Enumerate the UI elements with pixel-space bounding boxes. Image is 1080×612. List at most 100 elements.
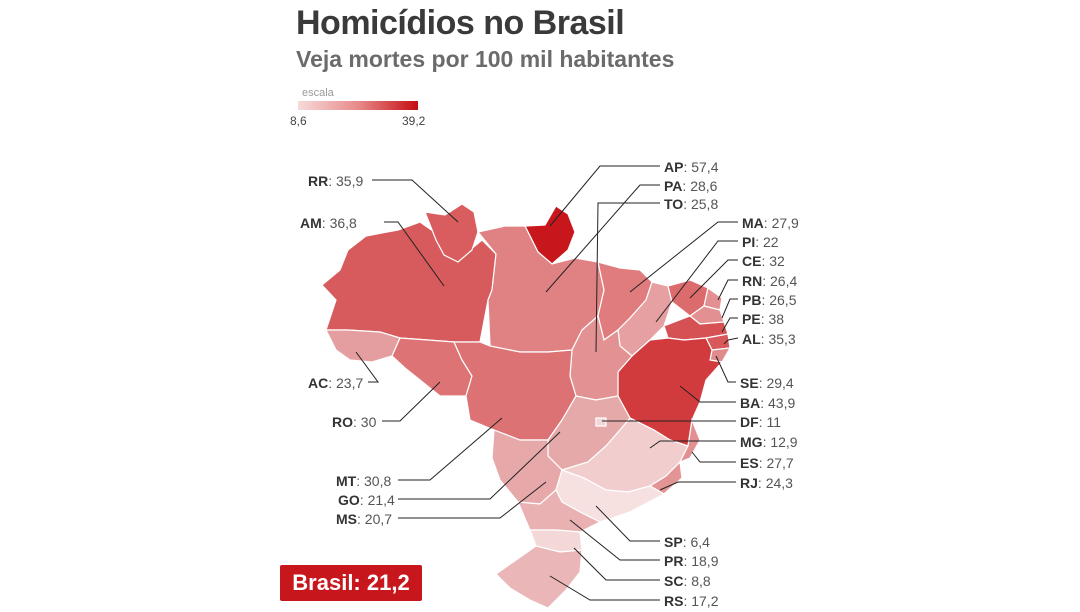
label-RJ-value: 24,3 bbox=[766, 475, 793, 491]
label-RS-code: RS bbox=[664, 593, 683, 609]
label-RS-value: 17,2 bbox=[691, 593, 718, 609]
label-AC-value: 23,7 bbox=[336, 375, 363, 391]
leader-SC bbox=[573, 547, 660, 581]
scale-min-value: 8,6 bbox=[290, 114, 307, 128]
leader-lines bbox=[355, 165, 739, 601]
label-CE-value: 32 bbox=[769, 253, 785, 269]
scale-max-value: 39,2 bbox=[402, 114, 426, 128]
label-SP: SP: 6,4 bbox=[664, 534, 710, 550]
label-SE-code: SE bbox=[740, 375, 759, 391]
label-SE-value: 29,4 bbox=[766, 375, 793, 391]
leader-PA bbox=[545, 184, 660, 293]
label-AM-value: 36,8 bbox=[330, 215, 357, 231]
leader-MS bbox=[398, 481, 547, 519]
label-PI-value: 22 bbox=[763, 234, 779, 250]
label-PR-value: 18,9 bbox=[691, 553, 718, 569]
state-RS[interactable] bbox=[495, 545, 583, 609]
label-MA-code: MA bbox=[742, 215, 764, 231]
label-PA: PA: 28,6 bbox=[664, 178, 718, 194]
leader-AC bbox=[355, 351, 379, 383]
label-MG-code: MG bbox=[740, 434, 763, 450]
leader-PR bbox=[569, 519, 660, 561]
leader-BA bbox=[679, 385, 736, 403]
leader-SE bbox=[715, 355, 736, 383]
label-DF-code: DF bbox=[740, 414, 759, 430]
label-TO-code: TO bbox=[664, 196, 683, 212]
label-ES-value: 27,7 bbox=[766, 455, 793, 471]
leader-SP bbox=[595, 505, 660, 542]
label-MS: MS: 20,7 bbox=[336, 511, 392, 527]
label-PB-code: PB bbox=[742, 292, 761, 308]
label-RR: RR: 35,9 bbox=[308, 173, 363, 189]
leader-RO bbox=[382, 381, 441, 422]
leader-AP bbox=[549, 165, 660, 227]
label-PI-code: PI bbox=[742, 234, 755, 250]
label-GO: GO: 21,4 bbox=[338, 492, 395, 508]
label-ES-code: ES bbox=[740, 455, 759, 471]
scale-label: escala bbox=[302, 87, 334, 99]
label-PE-value: 38 bbox=[768, 311, 784, 327]
brasil-total-label: Brasil: bbox=[292, 570, 361, 595]
brasil-total-badge: Brasil: 21,2 bbox=[280, 565, 422, 601]
leader-ES bbox=[691, 451, 736, 463]
label-TO: TO: 25,8 bbox=[664, 196, 718, 212]
label-SE: SE: 29,4 bbox=[740, 375, 794, 391]
label-MS-code: MS bbox=[336, 511, 357, 527]
label-GO-value: 21,4 bbox=[368, 492, 395, 508]
leader-AM bbox=[384, 221, 445, 287]
label-MG-value: 12,9 bbox=[770, 434, 797, 450]
state-RR[interactable] bbox=[424, 203, 479, 263]
label-RN-value: 26,4 bbox=[770, 273, 797, 289]
label-RO-code: RO bbox=[332, 414, 353, 430]
label-PE: PE: 38 bbox=[742, 311, 784, 327]
leader-PB bbox=[721, 298, 738, 319]
label-PR-code: PR bbox=[664, 553, 683, 569]
label-TO-value: 25,8 bbox=[691, 196, 718, 212]
label-MG: MG: 12,9 bbox=[740, 434, 798, 450]
label-AP-value: 57,4 bbox=[691, 159, 718, 175]
label-AC: AC: 23,7 bbox=[308, 375, 363, 391]
map-title: Homicídios no Brasil bbox=[296, 4, 625, 42]
states-layer bbox=[321, 203, 732, 609]
state-DF[interactable] bbox=[595, 417, 607, 427]
label-PA-code: PA bbox=[664, 178, 682, 194]
label-SC: SC: 8,8 bbox=[664, 573, 711, 589]
leader-TO bbox=[595, 202, 660, 353]
color-scale-bar bbox=[298, 101, 418, 110]
label-SP-value: 6,4 bbox=[690, 534, 710, 550]
label-MT: MT: 30,8 bbox=[336, 473, 391, 489]
label-RR-value: 35,9 bbox=[336, 173, 363, 189]
label-AL: AL: 35,3 bbox=[742, 331, 796, 347]
leader-RS bbox=[549, 575, 660, 601]
label-SC-code: SC bbox=[664, 573, 683, 589]
leader-RN bbox=[717, 279, 738, 301]
label-RR-code: RR bbox=[308, 173, 328, 189]
label-MA-value: 27,9 bbox=[772, 215, 799, 231]
leader-RR bbox=[372, 179, 459, 223]
label-AC-code: AC bbox=[308, 375, 328, 391]
label-PR: PR: 18,9 bbox=[664, 553, 719, 569]
label-MT-code: MT bbox=[336, 473, 357, 489]
label-AP-code: AP bbox=[664, 159, 683, 175]
label-AM-code: AM bbox=[300, 215, 322, 231]
leader-MG bbox=[649, 440, 736, 449]
map-subtitle: Veja mortes por 100 mil habitantes bbox=[296, 46, 675, 72]
label-ES: ES: 27,7 bbox=[740, 455, 794, 471]
label-BA: BA: 43,9 bbox=[740, 395, 795, 411]
label-PB: PB: 26,5 bbox=[742, 292, 797, 308]
leader-PE bbox=[721, 317, 738, 333]
label-MA: MA: 27,9 bbox=[742, 215, 799, 231]
label-BA-code: BA bbox=[740, 395, 760, 411]
leader-CE bbox=[689, 259, 738, 299]
leader-MT bbox=[398, 417, 503, 481]
leader-PI bbox=[655, 240, 738, 323]
label-RN: RN: 26,4 bbox=[742, 273, 797, 289]
leader-MA bbox=[629, 221, 738, 293]
label-CE: CE: 32 bbox=[742, 253, 785, 269]
state-AC[interactable] bbox=[325, 329, 401, 363]
label-RJ-code: RJ bbox=[740, 475, 758, 491]
label-PB-value: 26,5 bbox=[769, 292, 796, 308]
label-CE-code: CE bbox=[742, 253, 761, 269]
label-AL-code: AL bbox=[742, 331, 761, 347]
